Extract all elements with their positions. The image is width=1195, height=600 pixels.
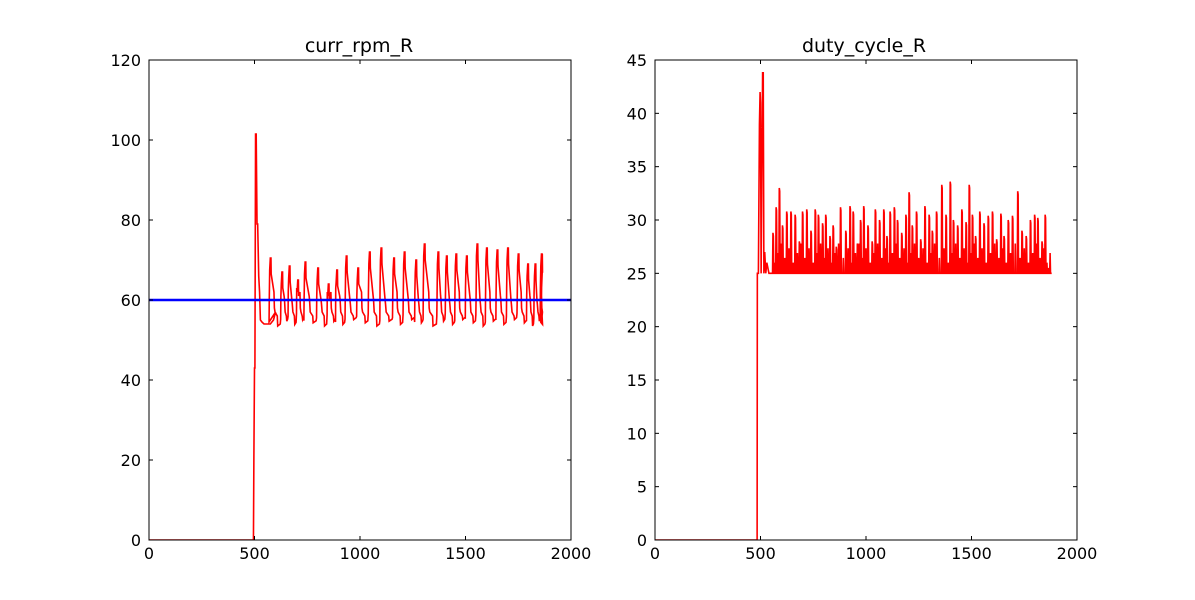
y-tick-label: 80: [121, 211, 141, 230]
x-tick-label: 1500: [951, 544, 992, 563]
series-line-red: [655, 72, 1052, 540]
x-tick-label: 2000: [551, 544, 592, 563]
chart-title: curr_rpm_R: [305, 35, 413, 57]
y-tick-label: 0: [131, 531, 141, 550]
x-tick-label: 2000: [1057, 544, 1098, 563]
chart-title: duty_cycle_R: [802, 35, 926, 57]
x-tick-label: 500: [745, 544, 776, 563]
y-tick-label: 100: [110, 131, 141, 150]
y-tick-label: 40: [121, 371, 141, 390]
x-tick-label: 0: [144, 544, 154, 563]
y-tick-label: 30: [627, 211, 647, 230]
y-tick-label: 40: [627, 104, 647, 123]
y-tick-label: 25: [627, 264, 647, 283]
y-tick-label: 20: [121, 451, 141, 470]
x-tick-label: 1000: [340, 544, 381, 563]
y-tick-label: 20: [627, 318, 647, 337]
y-tick-label: 0: [637, 531, 647, 550]
x-tick-label: 1000: [846, 544, 887, 563]
y-tick-label: 10: [627, 424, 647, 443]
y-tick-label: 60: [121, 291, 141, 310]
y-tick-label: 45: [627, 51, 647, 70]
y-tick-label: 120: [110, 51, 141, 70]
series-line-red: [149, 133, 544, 540]
chart-duty-cycle-r: duty_cycle_R 0 500 1000 1500 2000 0 5 10 15 20 25 3…: [627, 35, 1098, 563]
x-tick-label: 0: [650, 544, 660, 563]
y-tick-label: 15: [627, 371, 647, 390]
chart-curr-rpm-r: curr_rpm_R 0 500 1000 1500 2000 0 20 40 60 80 100 1…: [110, 35, 591, 563]
y-tick-label: 5: [637, 478, 647, 497]
y-tick-label: 35: [627, 158, 647, 177]
x-tick-label: 1500: [445, 544, 486, 563]
x-tick-label: 500: [239, 544, 270, 563]
